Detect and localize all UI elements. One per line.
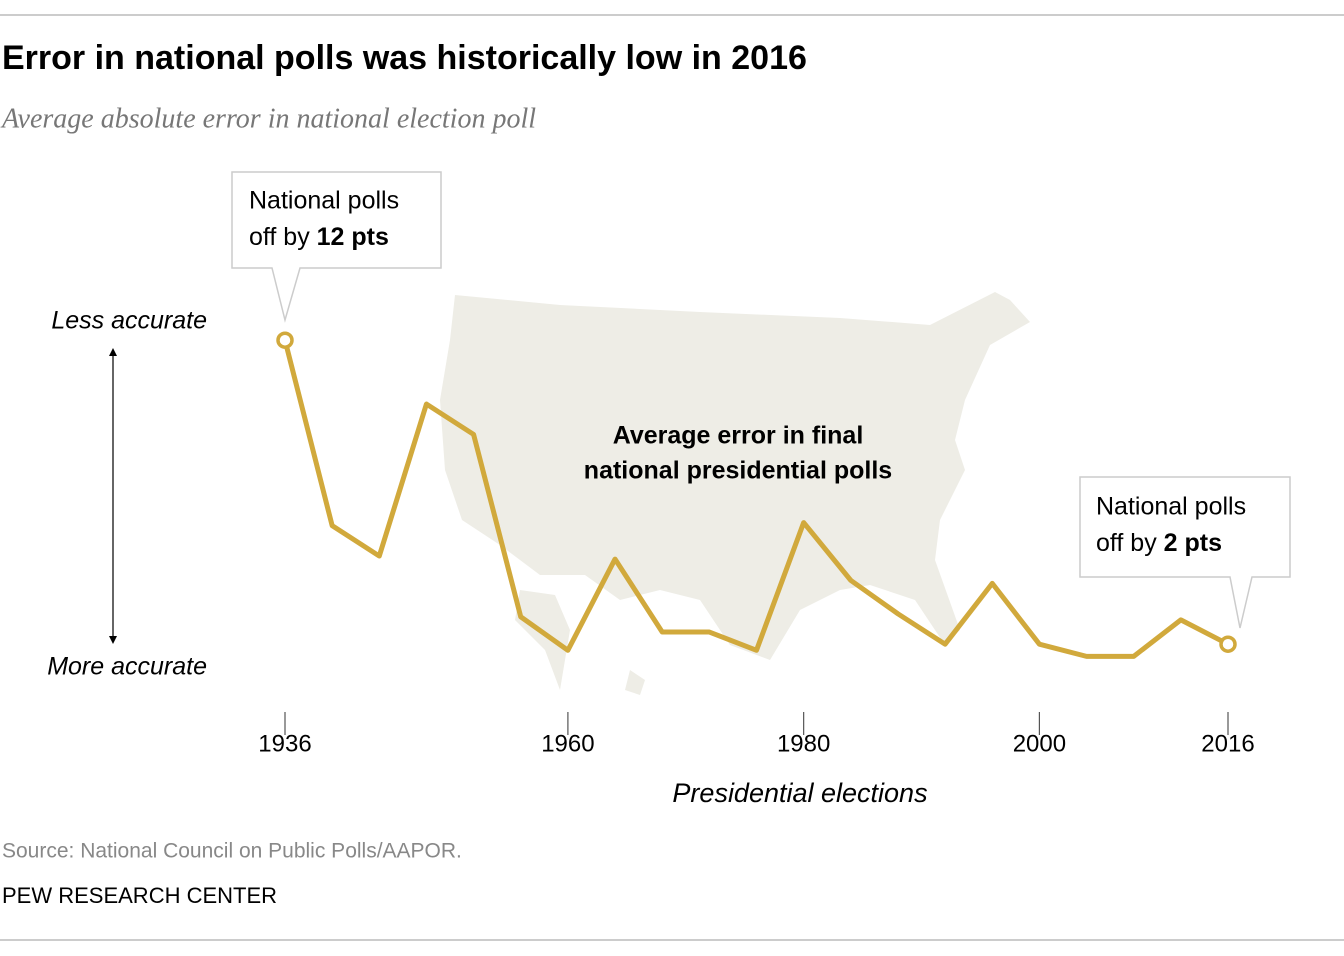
callout-bold: 2 pts — [1164, 529, 1222, 557]
callout-text: National polls — [1096, 493, 1246, 521]
callout-text: off by — [1096, 529, 1157, 557]
us-map — [440, 292, 1030, 695]
callout-text: off by — [249, 223, 310, 251]
callout-text: off by 2 pts — [1096, 529, 1222, 557]
callout: National polls off by 2 pts — [1079, 476, 1291, 629]
footer: PEW RESEARCH CENTER — [2, 883, 277, 908]
callout-box — [1079, 476, 1291, 629]
x-tick-label: 1980 — [777, 730, 830, 757]
end-marker — [1219, 635, 1237, 653]
end-marker — [276, 331, 294, 349]
x-tick-label: 1960 — [541, 730, 594, 757]
chart-subtitle: Average absolute error in national elect… — [0, 103, 536, 134]
y-label-top: Less accurate — [51, 307, 207, 335]
x-tick-label: 1936 — [258, 730, 311, 757]
center-annotation: national presidential polls — [584, 457, 892, 485]
x-axis-label: Presidential elections — [672, 778, 927, 808]
source: Source: National Council on Public Polls… — [2, 840, 462, 863]
x-tick-label: 2016 — [1201, 730, 1254, 757]
data-line — [282, 339, 1230, 659]
callout-bold: 12 pts — [317, 223, 389, 251]
callout-text: National polls — [249, 187, 399, 215]
callout: National polls off by 12 pts — [231, 171, 442, 323]
y-label-bottom: More accurate — [47, 653, 207, 681]
center-annotation: Average error in final — [613, 422, 864, 450]
chart-title: Error in national polls was historically… — [2, 39, 807, 77]
callout-text: off by 12 pts — [249, 223, 389, 251]
x-tick-label: 2000 — [1013, 730, 1066, 757]
callout-box — [231, 171, 442, 323]
